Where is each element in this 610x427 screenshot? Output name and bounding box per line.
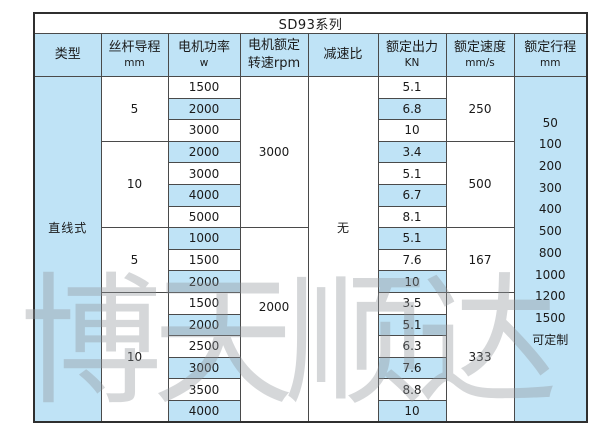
column-header-lead-unit: mm [124, 57, 145, 70]
column-header-stroke-unit: mm [540, 57, 561, 70]
power-cell: 3000 [167, 356, 241, 380]
ratio-value: 无 [336, 220, 349, 235]
stroke-cell: 50 100 200 300 400 500 800 1000 1200 150… [513, 76, 588, 423]
column-header-stroke: 额定行程 mm [513, 33, 588, 77]
stroke-item: 800 [538, 245, 562, 260]
output-cell: 8.8 [377, 378, 447, 401]
output-cell: 7.6 [377, 248, 447, 272]
power-cell: 3000 [167, 119, 241, 142]
power-cell: 2000 [167, 270, 241, 293]
column-header-speed-unit: mm/s [465, 57, 495, 70]
output-cell: 3.5 [377, 291, 447, 315]
column-header-ratio: 减速比 [307, 33, 379, 77]
type-value: 直线式 [48, 220, 88, 235]
power-cell: 5000 [167, 205, 241, 229]
power-cell: 1500 [167, 76, 241, 99]
stroke-item: 1500 [535, 310, 566, 325]
power-cell: 2000 [167, 97, 241, 121]
spec-table: SD93系列 类型 丝杆导程 mm 电机功率 w 电机额定 转速rpm 减速比 [33, 12, 589, 423]
output-cell: 5.1 [377, 227, 447, 250]
table-title: SD93系列 [33, 12, 588, 34]
stroke-item: 400 [538, 202, 562, 217]
column-header-speed: 额定速度 mm/s [445, 33, 515, 77]
power-cell: 2500 [167, 335, 241, 358]
column-header-power-label: 电机功率 [177, 39, 230, 55]
lead-cell: 10 [100, 140, 169, 229]
column-header-lead: 丝杆导程 mm [100, 33, 169, 77]
output-cell: 6.3 [377, 335, 447, 358]
output-cell: 10 [377, 399, 447, 423]
column-header-type-label: 类型 [54, 46, 81, 62]
power-cell: 2000 [167, 313, 241, 337]
power-cell: 4000 [167, 399, 241, 423]
column-header-output-unit: KN [404, 57, 420, 70]
column-header-power: 电机功率 w [167, 33, 241, 77]
type-cell: 直线式 [33, 76, 102, 423]
power-cell: 2000 [167, 140, 241, 164]
power-cell: 1500 [167, 291, 241, 315]
stroke-item: 1200 [535, 289, 566, 304]
stroke-item: 1000 [535, 267, 566, 282]
speed-cell: 500 [445, 140, 515, 229]
stroke-item: 100 [538, 137, 562, 152]
output-cell: 3.4 [377, 140, 447, 164]
column-header-rpm-label-line1: 电机额定 [247, 38, 300, 54]
output-cell: 5.1 [377, 76, 447, 99]
power-cell: 1500 [167, 248, 241, 272]
column-header-output: 额定出力 KN [377, 33, 447, 77]
column-header-power-unit: w [199, 57, 209, 70]
output-cell: 10 [377, 119, 447, 142]
stroke-item: 50 [542, 115, 558, 130]
lead-cell: 5 [100, 227, 169, 293]
column-header-rpm-label-line2: 转速rpm [247, 55, 301, 71]
ratio-cell: 无 [307, 76, 379, 423]
stroke-item: 500 [538, 224, 562, 239]
power-cell: 3000 [167, 162, 241, 185]
output-cell: 6.7 [377, 183, 447, 207]
stroke-item: 200 [538, 159, 562, 174]
rpm-cell: 3000 [239, 75, 309, 229]
column-header-stroke-label: 额定行程 [524, 39, 577, 55]
output-cell: 8.1 [377, 205, 447, 229]
rpm-cell: 2000 [239, 227, 309, 423]
output-cell: 5.1 [377, 162, 447, 185]
column-header-ratio-label: 减速比 [323, 46, 363, 62]
column-header-rpm: 电机额定 转速rpm [239, 33, 309, 77]
column-header-output-label: 额定出力 [385, 39, 438, 55]
rpm-value: 2000 [258, 299, 290, 314]
output-cell: 10 [377, 270, 447, 293]
output-cell: 6.8 [377, 97, 447, 121]
column-header-lead-label: 丝杆导程 [108, 39, 161, 55]
lead-cell: 5 [100, 76, 169, 142]
power-cell: 1000 [167, 227, 241, 250]
stroke-item: 300 [538, 180, 562, 195]
column-header-type: 类型 [33, 33, 102, 77]
speed-cell: 250 [445, 76, 515, 142]
stroke-item: 可定制 [532, 332, 569, 347]
output-cell: 7.6 [377, 356, 447, 380]
column-header-speed-label: 额定速度 [453, 39, 506, 55]
stroke-list: 50 100 200 300 400 500 800 1000 1200 150… [515, 113, 586, 352]
output-cell: 5.1 [377, 313, 447, 337]
speed-cell: 167 [445, 227, 515, 293]
power-cell: 3500 [167, 378, 241, 401]
lead-cell: 10 [100, 291, 169, 423]
power-cell: 4000 [167, 183, 241, 207]
speed-cell: 333 [445, 291, 515, 423]
